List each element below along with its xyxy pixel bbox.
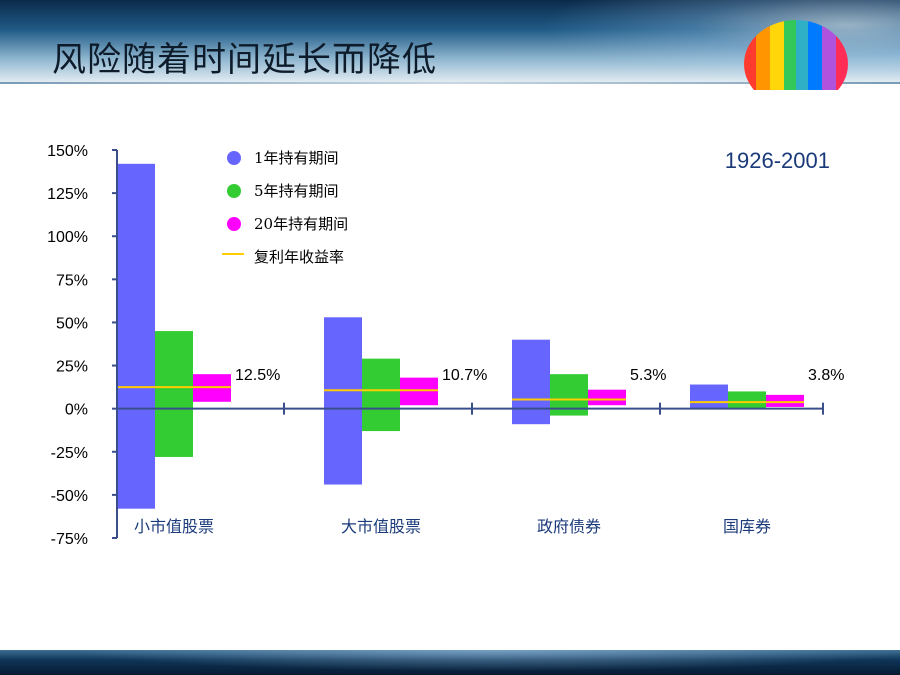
y-tick-label: -50% [51, 488, 88, 505]
bars-group [117, 163, 804, 509]
legend-marker [227, 217, 241, 231]
risk-range-bar-chart: 150% 125% 100% 75% 50% 25% 0% -25% -50% -75% 12.5%… [47, 143, 844, 548]
legend-label: 5年持有期间 [254, 182, 339, 200]
y-tick-label: 150% [47, 143, 88, 160]
compound-rate-label: 5.3% [630, 367, 666, 384]
bar [155, 331, 193, 457]
labels-group: 150% 125% 100% 75% 50% 25% 0% -25% -50% -75% 12.5%… [47, 143, 844, 548]
category-label: 国库券 [723, 517, 771, 536]
bar [400, 377, 438, 406]
bar [588, 389, 626, 406]
bar [728, 391, 766, 409]
period-label: 1926-2001 [725, 148, 830, 173]
legend-label: 复利年收益率 [254, 248, 344, 266]
y-tick-label: 0% [65, 402, 88, 419]
bar [690, 384, 728, 409]
category-label: 小市值股票 [134, 517, 214, 536]
axes-group [112, 149, 824, 539]
legend-marker [227, 151, 241, 165]
compound-rate-lines [117, 386, 804, 404]
footer-banner [0, 650, 900, 675]
legend-marker [227, 184, 241, 198]
legend-label: 1年持有期间 [254, 149, 339, 167]
y-tick-label: 75% [56, 272, 88, 289]
bar [324, 317, 362, 485]
category-label: 大市值股票 [341, 517, 421, 536]
legend-label: 20年持有期间 [254, 215, 348, 233]
bar [512, 339, 550, 425]
banner-divider [0, 82, 900, 84]
y-tick-label: 25% [56, 359, 88, 376]
bar [117, 163, 155, 509]
bar [766, 394, 804, 407]
compound-rate-label: 10.7% [442, 367, 487, 384]
hot-air-balloon-icon [744, 20, 848, 90]
category-label: 政府债券 [537, 517, 601, 536]
y-tick-label: -25% [51, 445, 88, 462]
compound-rate-label: 12.5% [235, 367, 280, 384]
y-tick-label: 125% [47, 186, 88, 203]
y-tick-label: 100% [47, 229, 88, 246]
y-tick-label: -75% [51, 531, 88, 548]
compound-rate-label: 3.8% [808, 367, 844, 384]
bar [362, 358, 400, 432]
y-tick-label: 50% [56, 315, 88, 332]
slide-title: 风险随着时间延长而降低 [52, 40, 437, 80]
